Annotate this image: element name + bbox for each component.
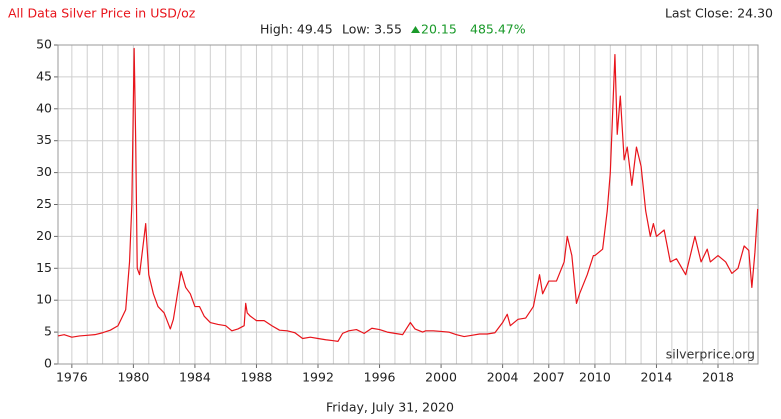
y-tick-label: 40: [36, 100, 52, 115]
x-tick-label: 2000: [425, 370, 457, 385]
y-tick-label: 35: [36, 132, 52, 147]
x-tick-label: 2014: [641, 370, 673, 385]
y-tick-label: 45: [36, 68, 52, 83]
y-tick-label: 15: [36, 260, 52, 275]
x-tick-label: 1984: [179, 370, 211, 385]
y-tick-label: 0: [44, 356, 52, 371]
y-tick-label: 25: [36, 196, 52, 211]
stat-low: Low: 3.55: [342, 22, 402, 37]
x-tick-label: 2004: [487, 370, 519, 385]
chart-title: All Data Silver Price in USD/oz: [8, 6, 196, 21]
date: Friday, July 31, 2020: [326, 400, 454, 415]
x-tick-label: 2007: [533, 370, 565, 385]
last-close: Last Close: 24.30: [665, 6, 773, 21]
x-tick-label: 1988: [241, 370, 273, 385]
x-tick-label: 1992: [302, 370, 334, 385]
y-tick-label: 5: [44, 324, 52, 339]
x-tick-label: 1980: [117, 370, 149, 385]
stat-high: High: 49.45: [260, 22, 333, 37]
stat-change-pct: 485.47%: [470, 22, 526, 37]
y-tick-label: 50: [36, 37, 52, 52]
watermark: silverprice.org: [666, 347, 755, 362]
x-tick-label: 2018: [702, 370, 734, 385]
x-tick-label: 2010: [579, 370, 611, 385]
up-arrow: [411, 26, 420, 33]
y-tick-label: 20: [36, 228, 52, 243]
plot-border: [57, 44, 759, 365]
y-tick-label: 30: [36, 164, 52, 179]
stat-change: 20.15: [421, 22, 457, 37]
price-line: [57, 47, 759, 342]
y-tick-label: 10: [36, 292, 52, 307]
x-tick-label: 1996: [364, 370, 396, 385]
x-tick-label: 1976: [56, 370, 88, 385]
